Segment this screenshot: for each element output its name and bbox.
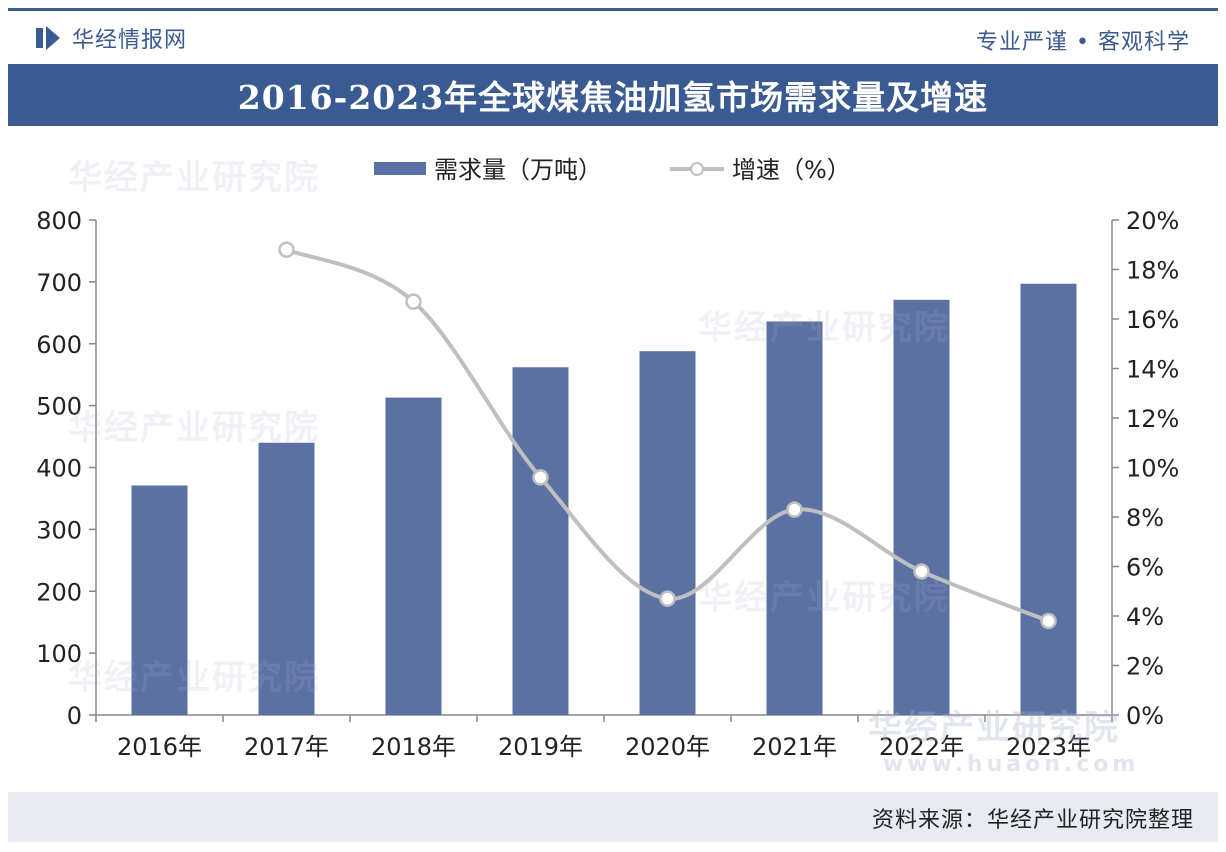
y-right-tick-label: 2%	[1126, 653, 1164, 681]
y-left-tick-label: 600	[36, 331, 82, 359]
growth-point	[405, 293, 422, 310]
bar	[512, 367, 569, 715]
footer: 资料来源：华经产业研究院整理	[8, 792, 1218, 842]
watermark-2: 华经产业研究院	[68, 408, 320, 448]
legend-line-marker	[690, 162, 704, 176]
x-tick-label: 2019年	[498, 733, 583, 761]
bar	[893, 299, 950, 715]
x-tick-label: 2020年	[625, 733, 710, 761]
y-right-tick-label: 16%	[1126, 306, 1179, 334]
bar	[385, 397, 442, 715]
chart-title: 2016-2023年全球煤焦油加氢市场需求量及增速	[8, 64, 1218, 126]
x-tick-label: 2016年	[117, 733, 202, 761]
x-tick-label: 2022年	[879, 733, 964, 761]
watermark-url: www.huaon.com	[883, 752, 1140, 777]
y-left-tick-label: 400	[36, 455, 82, 483]
watermark-4: 华经产业研究院	[698, 308, 950, 348]
legend-bar-label: 需求量（万吨）	[434, 156, 602, 184]
watermark-6: 华经产业研究院	[868, 708, 1120, 748]
logo-icon	[36, 26, 62, 50]
growth-point	[659, 590, 676, 607]
y-left-tick-label: 800	[36, 207, 82, 235]
x-tick-label: 2021年	[752, 733, 837, 761]
y-left-tick-label: 0	[67, 702, 82, 730]
bar	[639, 351, 696, 715]
watermark-5: 华经产业研究院	[698, 578, 950, 618]
y-left-tick-label: 100	[36, 640, 82, 668]
legend-bar-swatch	[374, 162, 426, 175]
growth-point	[786, 501, 803, 518]
y-right-tick-label: 14%	[1126, 356, 1179, 384]
growth-point	[532, 469, 549, 486]
watermark-3: 华经产业研究院	[68, 658, 320, 698]
y-right-tick-label: 20%	[1126, 207, 1179, 235]
growth-point	[1040, 612, 1057, 630]
legend: 需求量（万吨） 增速（%）	[374, 156, 851, 184]
chart-area: 华经产业研究院 华经产业研究院 华经产业研究院 华经产业研究院 华经产业研究院 …	[8, 130, 1218, 790]
y-right-tick-label: 4%	[1126, 603, 1164, 631]
y-right-tick-label: 6%	[1126, 554, 1164, 582]
y-right-tick-label: 10%	[1126, 455, 1179, 483]
logo: 华经情报网	[36, 24, 188, 53]
top-rule	[8, 8, 1218, 11]
legend-line-label: 增速（%）	[732, 156, 851, 184]
watermark-1: 华经产业研究院	[68, 158, 320, 198]
x-tick-label: 2023年	[1006, 733, 1091, 761]
slogan: 专业严谨 • 客观科学	[976, 30, 1190, 55]
y-right-tick-label: 18%	[1126, 257, 1179, 285]
growth-point	[278, 241, 295, 258]
y-left-tick-label: 500	[36, 393, 82, 421]
chart-svg: 需求量（万吨） 增速（%） 0 100 200 300 400 500 600 700 800 0% 2…	[36, 156, 1179, 761]
bar	[258, 442, 315, 715]
y-left-tick-label: 200	[36, 578, 82, 606]
header: 华经情报网 专业严谨 • 客观科学	[8, 14, 1218, 60]
bar	[131, 485, 188, 715]
y-right-tick-label: 12%	[1126, 405, 1179, 433]
logo-text: 华经情报网	[72, 28, 188, 53]
y-right-tick-label: 8%	[1126, 504, 1164, 532]
x-tick-label: 2017年	[244, 733, 329, 761]
source-note: 资料来源：华经产业研究院整理	[871, 808, 1194, 833]
y-right-tick-label: 0%	[1126, 702, 1164, 730]
x-tick-label: 2018年	[371, 733, 456, 761]
growth-point	[913, 563, 930, 580]
bar	[1020, 283, 1077, 715]
y-left-tick-label: 300	[36, 516, 82, 544]
y-left-tick-label: 700	[36, 269, 82, 297]
